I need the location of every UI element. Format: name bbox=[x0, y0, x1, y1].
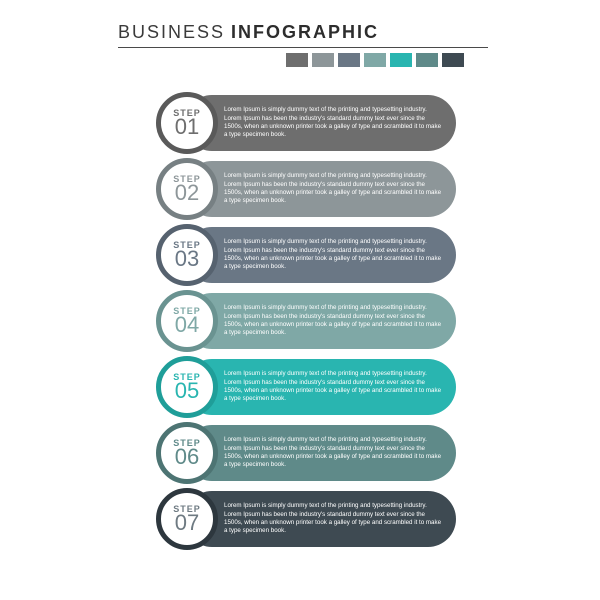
step-number: 06 bbox=[175, 446, 199, 468]
step-number: 05 bbox=[175, 380, 199, 402]
step-ring: STEP05 bbox=[156, 356, 218, 418]
step-ring: STEP04 bbox=[156, 290, 218, 352]
step-body-text: Lorem Ipsum is simply dummy text of the … bbox=[224, 172, 442, 205]
step-body-text: Lorem Ipsum is simply dummy text of the … bbox=[224, 238, 442, 271]
step-body-text: Lorem Ipsum is simply dummy text of the … bbox=[224, 502, 442, 535]
swatch bbox=[390, 53, 412, 67]
step-number: 07 bbox=[175, 512, 199, 534]
swatch bbox=[338, 53, 360, 67]
step-01: Lorem Ipsum is simply dummy text of the … bbox=[156, 95, 456, 151]
swatch bbox=[442, 53, 464, 67]
step-07: Lorem Ipsum is simply dummy text of the … bbox=[156, 491, 456, 547]
title: BUSINESS INFOGRAPHIC bbox=[118, 22, 600, 43]
title-bold: INFOGRAPHIC bbox=[231, 22, 379, 43]
step-bar: Lorem Ipsum is simply dummy text of the … bbox=[184, 227, 456, 283]
step-ring: STEP02 bbox=[156, 158, 218, 220]
title-light: BUSINESS bbox=[118, 22, 225, 43]
step-ring: STEP01 bbox=[156, 92, 218, 154]
step-bar: Lorem Ipsum is simply dummy text of the … bbox=[184, 95, 456, 151]
swatch bbox=[286, 53, 308, 67]
step-number: 03 bbox=[175, 248, 199, 270]
swatch bbox=[364, 53, 386, 67]
step-bar: Lorem Ipsum is simply dummy text of the … bbox=[184, 293, 456, 349]
step-02: Lorem Ipsum is simply dummy text of the … bbox=[156, 161, 456, 217]
step-ring: STEP03 bbox=[156, 224, 218, 286]
steps-container: Lorem Ipsum is simply dummy text of the … bbox=[156, 95, 600, 547]
title-rule bbox=[118, 47, 488, 48]
step-body-text: Lorem Ipsum is simply dummy text of the … bbox=[224, 304, 442, 337]
step-number: 01 bbox=[175, 116, 199, 138]
step-04: Lorem Ipsum is simply dummy text of the … bbox=[156, 293, 456, 349]
step-03: Lorem Ipsum is simply dummy text of the … bbox=[156, 227, 456, 283]
step-number: 04 bbox=[175, 314, 199, 336]
swatch bbox=[416, 53, 438, 67]
step-body-text: Lorem Ipsum is simply dummy text of the … bbox=[224, 436, 442, 469]
step-ring: STEP06 bbox=[156, 422, 218, 484]
step-body-text: Lorem Ipsum is simply dummy text of the … bbox=[224, 370, 442, 403]
step-ring: STEP07 bbox=[156, 488, 218, 550]
step-bar: Lorem Ipsum is simply dummy text of the … bbox=[184, 491, 456, 547]
step-body-text: Lorem Ipsum is simply dummy text of the … bbox=[224, 106, 442, 139]
step-05: Lorem Ipsum is simply dummy text of the … bbox=[156, 359, 456, 415]
step-06: Lorem Ipsum is simply dummy text of the … bbox=[156, 425, 456, 481]
color-swatches bbox=[286, 53, 600, 67]
step-bar: Lorem Ipsum is simply dummy text of the … bbox=[184, 161, 456, 217]
header: BUSINESS INFOGRAPHIC bbox=[0, 0, 600, 67]
step-bar: Lorem Ipsum is simply dummy text of the … bbox=[184, 359, 456, 415]
step-number: 02 bbox=[175, 182, 199, 204]
swatch bbox=[312, 53, 334, 67]
step-bar: Lorem Ipsum is simply dummy text of the … bbox=[184, 425, 456, 481]
